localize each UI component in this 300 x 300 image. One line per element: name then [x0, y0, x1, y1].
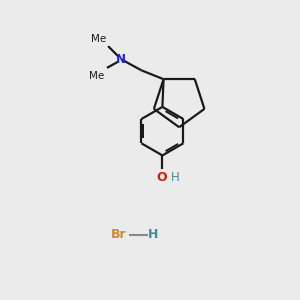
Text: H: H [170, 171, 179, 184]
Text: H: H [147, 228, 158, 241]
Text: N: N [116, 53, 126, 66]
Text: Br: Br [111, 228, 127, 241]
Text: Me: Me [89, 70, 104, 81]
Text: O: O [156, 171, 167, 184]
Text: Me: Me [91, 34, 106, 44]
